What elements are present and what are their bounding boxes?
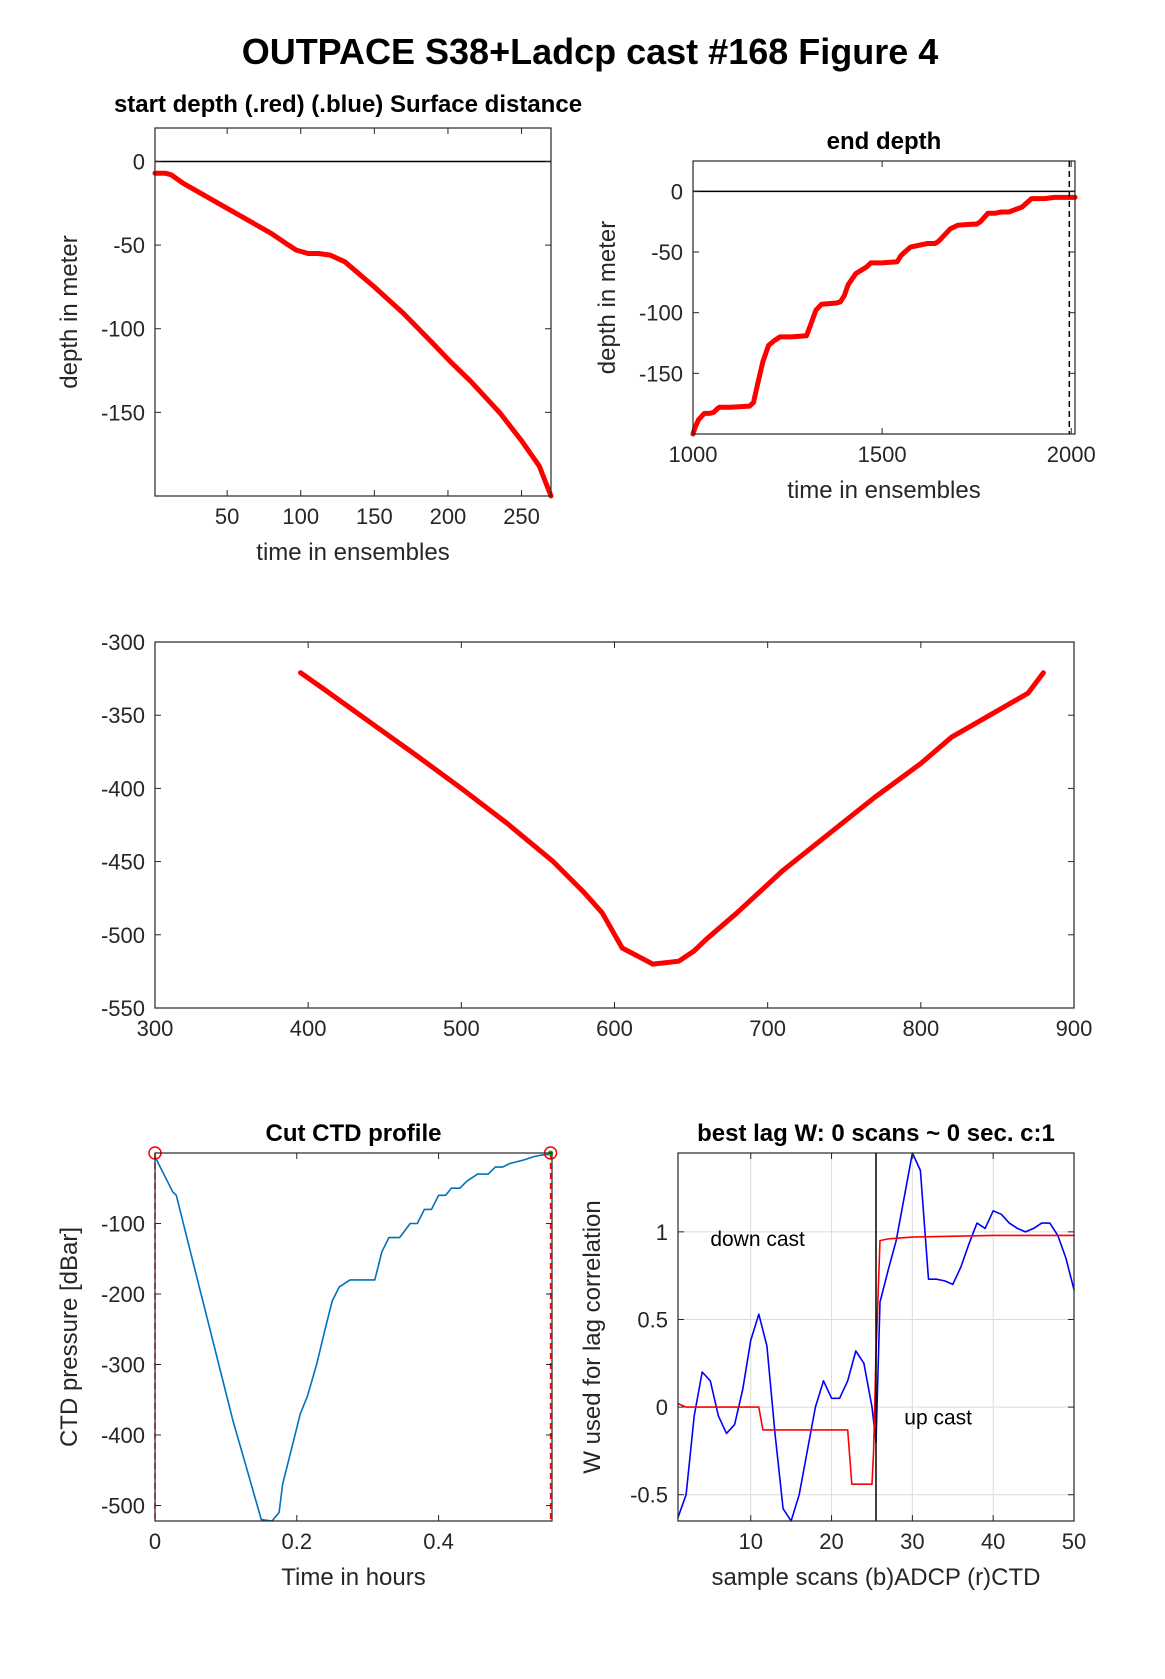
end-depth-panel: 1000 1500 2000 0 -50 -100 -150 time in ensemble… xyxy=(594,128,1096,504)
cut-ctd-xtick-label-2: 0.4 xyxy=(423,1529,454,1554)
best-lag-xtick-label-2: 30 xyxy=(900,1529,924,1554)
ensemble-depth-xtick-label-1: 400 xyxy=(290,1016,327,1041)
best-lag-series-1-line xyxy=(677,1234,1075,1485)
ensemble-depth-ytick-label-3: -450 xyxy=(101,850,145,875)
best-lag-xtick-label-1: 20 xyxy=(819,1529,843,1554)
cut-ctd-title: Cut CTD profile xyxy=(266,1120,442,1147)
start-depth-ytick-label-2: -100 xyxy=(101,317,145,342)
start-depth-panel: 50 100 150 200 250 0 -50 -100 -150 time in ensemb… xyxy=(56,91,582,566)
start-depth-xtick-label-0: 50 xyxy=(215,504,239,529)
start-depth-plot-area xyxy=(155,128,551,496)
cut-ctd-ytick-label-0: -100 xyxy=(101,1211,145,1236)
end-depth-ytick-label-2: -100 xyxy=(639,301,683,326)
cut-ctd-series-0-line xyxy=(154,1153,552,1522)
best-lag-ytick-label-2: 0 xyxy=(656,1395,668,1420)
cut-ctd-xtick-label-1: 0.2 xyxy=(281,1529,312,1554)
cut-ctd-ylabel: CTD pressure [dBar] xyxy=(56,1227,83,1447)
end-depth-ytick-label-0: 0 xyxy=(671,179,683,204)
end-depth-xtick-label-2: 2000 xyxy=(1047,442,1096,467)
start-depth-ytick-label-3: -150 xyxy=(101,400,145,425)
ensemble-depth-ytick-label-2: -400 xyxy=(101,776,145,801)
ensemble-depth-ytick-label-5: -550 xyxy=(101,996,145,1021)
start-depth-xtick-label-3: 200 xyxy=(430,504,467,529)
ensemble-depth-ytick-label-4: -500 xyxy=(101,923,145,948)
cut-ctd-series-group xyxy=(154,1153,552,1522)
end-depth-xtick-label-1: 1500 xyxy=(858,442,907,467)
ensemble-depth-ytick-label-1: -350 xyxy=(101,703,145,728)
best-lag-panel: 10 20 30 40 50 1 0.5 0 -0.5 sample scans (b)ADCP … xyxy=(579,1120,1086,1591)
cut-ctd-axes-frame xyxy=(154,1152,553,1522)
start-depth-series-group xyxy=(152,170,554,499)
end-depth-xlabel: time in ensembles xyxy=(787,477,980,504)
ensemble-depth-series-group xyxy=(298,670,1046,967)
start-depth-axes-frame xyxy=(154,127,552,497)
figure-title: OUTPACE S38+Ladcp cast #168 Figure 4 xyxy=(242,31,939,72)
end-depth-ytick-label-3: -150 xyxy=(639,361,683,386)
cut-ctd-panel: 0 0.2 0.4 -100 -200 -300 -400 -500 Time in hours… xyxy=(56,1120,558,1591)
best-lag-xtick-label-4: 50 xyxy=(1062,1529,1086,1554)
ensemble-depth-ytick-label-0: -300 xyxy=(101,630,145,655)
start-depth-ytick-label-0: 0 xyxy=(133,149,145,174)
start-depth-xtick-label-2: 150 xyxy=(356,504,393,529)
ensemble-depth-series-0-line xyxy=(298,670,1046,967)
ensemble-depth-xtick-label-4: 700 xyxy=(749,1016,786,1041)
ensemble-depth-xtick-label-0: 300 xyxy=(137,1016,174,1041)
best-lag-ytick-label-3: -0.5 xyxy=(630,1483,668,1508)
best-lag-ylabel: W used for lag correlation xyxy=(579,1200,606,1473)
best-lag-annotation-down-cast: down cast xyxy=(710,1228,805,1251)
start-depth-xtick-label-4: 250 xyxy=(503,504,540,529)
end-depth-xtick-label-0: 1000 xyxy=(669,442,718,467)
start-depth-xlabel: time in ensembles xyxy=(256,539,449,566)
end-depth-ylabel: depth in meter xyxy=(594,221,621,374)
start-depth-ylabel: depth in meter xyxy=(56,235,83,388)
cut-ctd-xtick-label-0: 0 xyxy=(149,1529,161,1554)
end-depth-series-group xyxy=(690,194,1078,437)
start-depth-xtick-label-1: 100 xyxy=(282,504,319,529)
ensemble-depth-xtick-label-3: 600 xyxy=(596,1016,633,1041)
best-lag-xlabel: sample scans (b)ADCP (r)CTD xyxy=(712,1564,1041,1591)
end-depth-plot-area xyxy=(693,161,1075,434)
ensemble-depth-xtick-label-6: 900 xyxy=(1056,1016,1093,1041)
best-lag-xtick-label-0: 10 xyxy=(738,1529,762,1554)
end-depth-axes-frame xyxy=(692,160,1076,435)
best-lag-annotation-up-cast: up cast xyxy=(904,1407,972,1430)
ensemble-depth-plot-area xyxy=(155,642,1074,1008)
start-depth-title: start depth (.red) (.blue) Surface dista… xyxy=(114,91,582,118)
best-lag-axes-frame xyxy=(677,1152,1075,1522)
ensemble-depth-xtick-label-5: 800 xyxy=(902,1016,939,1041)
end-depth-ytick-label-1: -50 xyxy=(651,240,683,265)
cut-ctd-xlabel: Time in hours xyxy=(281,1564,426,1591)
best-lag-xtick-label-3: 40 xyxy=(981,1529,1005,1554)
best-lag-ytick-label-1: 0.5 xyxy=(637,1307,668,1332)
cut-ctd-ytick-label-2: -300 xyxy=(101,1352,145,1377)
start-depth-ytick-label-1: -50 xyxy=(113,233,145,258)
ensemble-depth-xtick-label-2: 500 xyxy=(443,1016,480,1041)
end-depth-title: end depth xyxy=(827,128,942,155)
cut-ctd-ytick-label-3: -400 xyxy=(101,1423,145,1448)
best-lag-ytick-label-0: 1 xyxy=(656,1220,668,1245)
end-depth-series-0-line xyxy=(690,194,1078,437)
cut-ctd-ytick-label-4: -500 xyxy=(101,1493,145,1518)
start-depth-series-0-line xyxy=(152,170,554,499)
cut-ctd-plot-area xyxy=(155,1153,552,1521)
cut-ctd-ytick-label-1: -200 xyxy=(101,1282,145,1307)
ensemble-depth-panel: 300 400 500 600 700 800 900 -300 -350 -400 -450 -50… xyxy=(101,630,1092,1041)
best-lag-title: best lag W: 0 scans ~ 0 sec. c:1 xyxy=(697,1120,1055,1147)
